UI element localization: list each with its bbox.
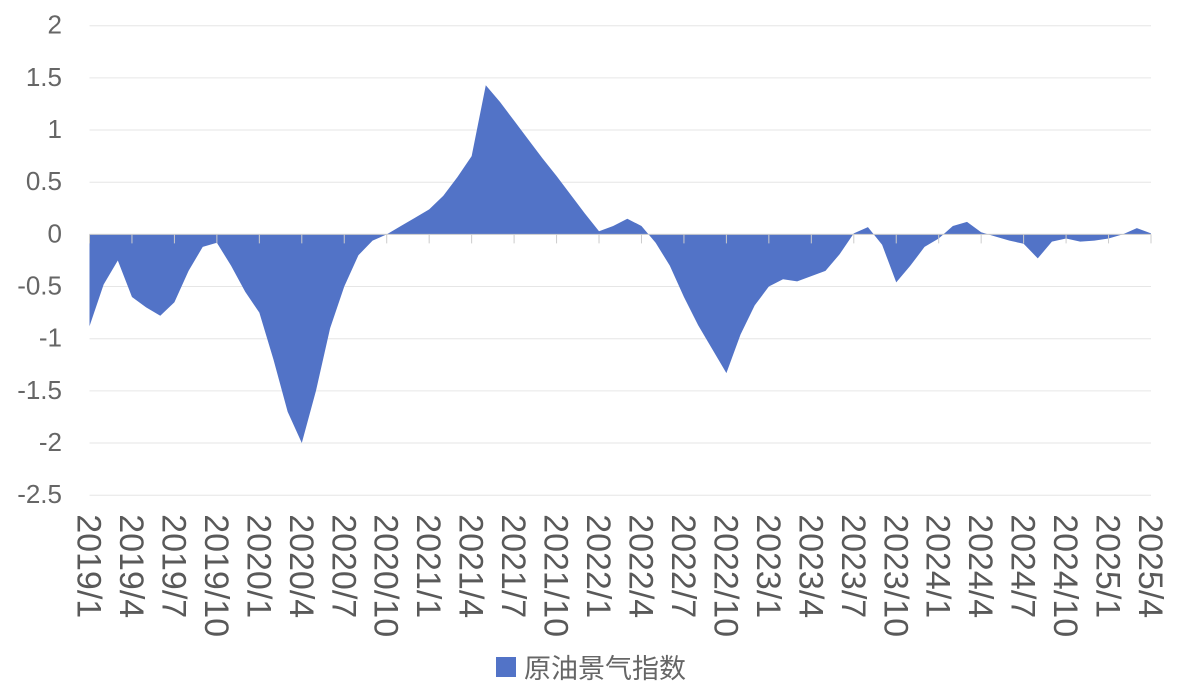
- svg-text:2022/1: 2022/1: [579, 514, 617, 618]
- svg-text:2022/10: 2022/10: [706, 514, 744, 637]
- svg-text:2024/1: 2024/1: [919, 514, 957, 618]
- svg-text:-2: -2: [39, 427, 62, 457]
- svg-text:2020/7: 2020/7: [324, 514, 362, 618]
- svg-text:2023/1: 2023/1: [749, 514, 787, 618]
- svg-text:2019/1: 2019/1: [70, 514, 108, 618]
- svg-text:2025/4: 2025/4: [1131, 514, 1169, 618]
- svg-text:2020/1: 2020/1: [239, 514, 277, 618]
- svg-text:0.5: 0.5: [26, 166, 62, 196]
- svg-text:-1: -1: [39, 323, 62, 353]
- svg-text:2019/7: 2019/7: [154, 514, 192, 618]
- svg-text:2022/7: 2022/7: [664, 514, 702, 618]
- svg-text:2020/10: 2020/10: [367, 514, 405, 637]
- svg-text:2019/4: 2019/4: [112, 514, 150, 618]
- svg-text:0: 0: [48, 218, 62, 248]
- svg-text:2024/4: 2024/4: [961, 514, 999, 618]
- svg-text:-0.5: -0.5: [17, 271, 62, 301]
- svg-text:2024/7: 2024/7: [1004, 514, 1042, 618]
- svg-text:2020/4: 2020/4: [282, 514, 320, 618]
- svg-text:2019/10: 2019/10: [197, 514, 235, 637]
- svg-text:2: 2: [48, 10, 62, 40]
- svg-text:2021/10: 2021/10: [537, 514, 575, 637]
- svg-text:2024/10: 2024/10: [1046, 514, 1084, 637]
- svg-text:2021/7: 2021/7: [494, 514, 532, 618]
- svg-text:2021/1: 2021/1: [409, 514, 447, 618]
- svg-text:1: 1: [48, 114, 62, 144]
- svg-text:2023/4: 2023/4: [791, 514, 829, 618]
- svg-text:2021/4: 2021/4: [452, 514, 490, 618]
- svg-text:1.5: 1.5: [26, 62, 62, 92]
- svg-text:2023/7: 2023/7: [834, 514, 872, 618]
- svg-text:2025/1: 2025/1: [1089, 514, 1127, 618]
- svg-text:-2.5: -2.5: [17, 479, 62, 509]
- svg-text:2022/4: 2022/4: [621, 514, 659, 618]
- svg-text:-1.5: -1.5: [17, 375, 62, 405]
- svg-text:2023/10: 2023/10: [876, 514, 914, 637]
